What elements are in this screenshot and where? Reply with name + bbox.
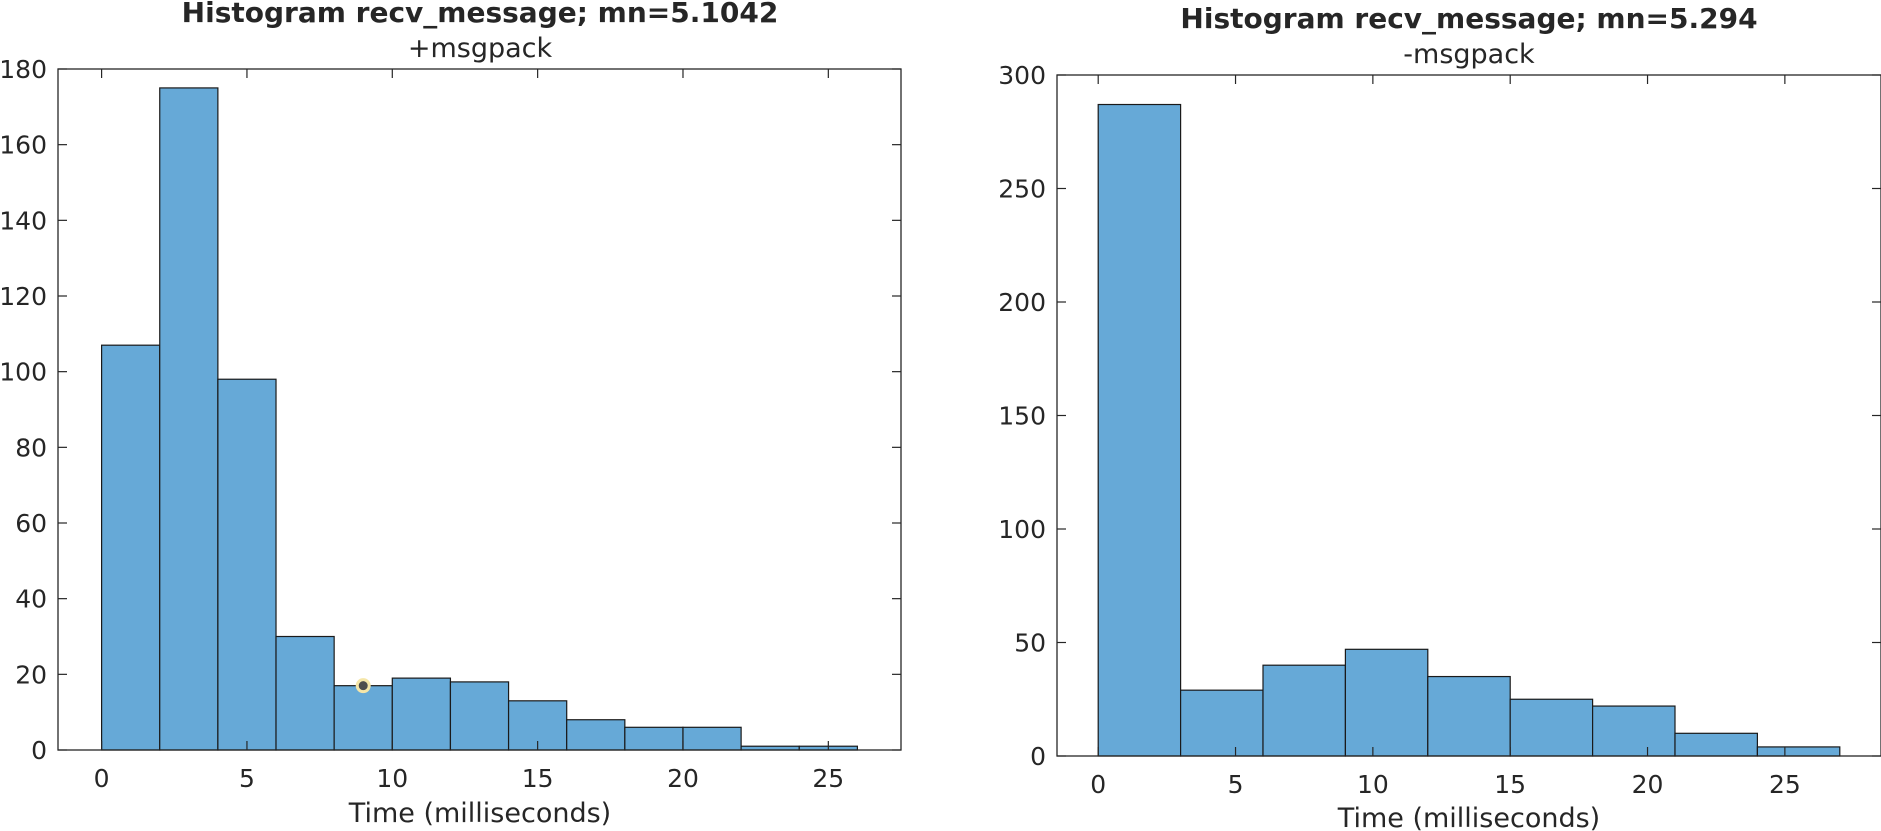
histogram-bar — [566, 719, 626, 751]
x-axis-label: Time (milliseconds) — [348, 798, 611, 829]
y-tick-label: 100 — [0, 358, 47, 387]
histogram-bar — [1344, 648, 1429, 757]
y-tick-label: 120 — [0, 282, 47, 311]
histogram-bar — [449, 681, 510, 751]
x-tick-label: 10 — [376, 764, 408, 793]
chart-title: Histogram recv_message; mn=5.294 — [1180, 2, 1757, 35]
x-tick-label: 25 — [1769, 770, 1801, 799]
y-tick-label: 40 — [15, 585, 47, 614]
x-tick-label: 15 — [1494, 770, 1526, 799]
x-tick-label: 5 — [1228, 770, 1244, 799]
x-tick-label: 25 — [812, 764, 844, 793]
histogram-bar — [1591, 705, 1676, 757]
y-tick-label: 60 — [15, 509, 47, 538]
x-tick-label: 0 — [1090, 770, 1106, 799]
x-tick-label: 20 — [667, 764, 699, 793]
histogram-bar — [624, 726, 684, 751]
histogram-bar — [159, 87, 219, 751]
plot-frame — [57, 68, 902, 751]
y-tick-label: 0 — [31, 736, 47, 765]
histogram-bar — [1427, 675, 1511, 757]
y-tick-label: 50 — [1014, 629, 1046, 658]
x-axis-label: Time (milliseconds) — [1337, 803, 1600, 831]
y-tick-label: 300 — [998, 61, 1046, 90]
y-tick-label: 140 — [0, 206, 47, 235]
chart-subtitle: +msgpack — [408, 33, 553, 64]
y-tick-label: 180 — [0, 55, 47, 84]
histogram-bar — [1097, 103, 1182, 757]
y-tick-label: 160 — [0, 131, 47, 160]
histogram-bar — [1179, 689, 1264, 757]
histogram-bar — [1756, 746, 1841, 757]
y-tick-label: 80 — [15, 433, 47, 462]
bars — [1097, 103, 1841, 757]
x-tick-label: 5 — [239, 764, 255, 793]
histogram-panel-msgpack-off: Histogram recv_message; mn=5.294 -msgpac… — [998, 2, 1881, 831]
y-tick-label: 20 — [15, 660, 47, 689]
plot-area — [1057, 75, 1881, 756]
chart-subtitle: -msgpack — [1403, 39, 1535, 70]
histogram-bar — [1509, 698, 1594, 757]
y-tick-label: 150 — [998, 402, 1046, 431]
y-tick-label: 200 — [998, 288, 1046, 317]
histogram-bar — [101, 344, 161, 751]
x-tick-label: 15 — [522, 764, 554, 793]
histogram-bar — [1674, 732, 1759, 757]
y-tick-label: 250 — [998, 175, 1046, 204]
histogram-panel-msgpack-on: Histogram recv_message; mn=5.1042 +msgpa… — [0, 0, 902, 829]
histogram-bar — [275, 635, 335, 751]
bars — [101, 87, 858, 751]
x-tick-label: 20 — [1632, 770, 1664, 799]
histogram-bar — [682, 726, 742, 751]
x-tick-label: 0 — [94, 764, 110, 793]
x-tick-label: 10 — [1357, 770, 1389, 799]
histogram-bar — [1262, 664, 1347, 757]
y-tick-label: 0 — [1030, 742, 1046, 771]
annotations — [355, 678, 371, 694]
chart-title: Histogram recv_message; mn=5.1042 — [182, 0, 779, 29]
histogram-bar — [391, 677, 452, 751]
plot-frame — [1056, 74, 1881, 757]
histogram-bar — [217, 378, 277, 751]
y-tick-label: 100 — [998, 515, 1046, 544]
histogram-bar — [333, 685, 393, 751]
data-marker — [355, 678, 371, 694]
